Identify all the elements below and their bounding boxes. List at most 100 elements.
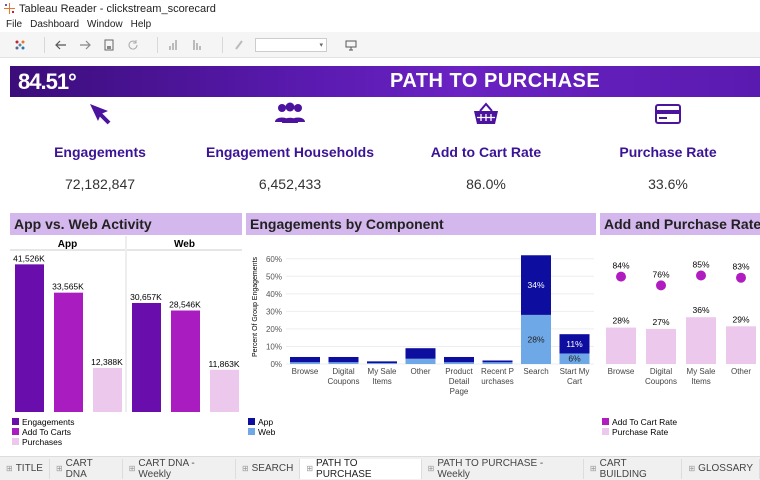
back-arrow-icon[interactable] [53,37,69,53]
tab-cart-dna[interactable]: ⊞ CART DNA [50,458,123,480]
bar-web-my-sale-items [367,363,397,364]
save-icon[interactable] [101,37,117,53]
presentation-icon[interactable] [343,37,359,53]
kpi-value: 33.6% [648,176,688,192]
bar-label: 30,657K [130,292,162,302]
sheet-tabs: ⊞ TITLE ⊞ CART DNA ⊞ CART DNA - Weekly ⊞ SEA… [0,456,760,480]
bar-web-browse [290,362,320,364]
legend-label: Purchase Rate [612,427,668,437]
toolbar: ▾ [0,32,760,58]
bar-label: 36% [692,305,709,315]
kpi-label: Engagement Households [205,143,375,160]
bar-purchase-rate-browse [606,327,636,364]
tableau-logo-icon[interactable] [12,37,28,53]
dot-add-to-cart-rate-my-sale-items [696,270,706,281]
tab-path-to-purchase-weekly[interactable]: ⊞ PATH TO PURCHASE - Weekly [422,457,584,480]
x-tick-label: Coupons [645,377,677,386]
refresh-icon[interactable] [125,37,141,53]
tab-label: TITLE [15,463,43,474]
x-tick-label: My Sale [687,367,716,376]
bar-app-browse [290,356,320,363]
x-tick-label: My Sale [368,367,397,376]
x-tick-label: Browse [292,367,319,376]
panel-header-web: Web [174,239,195,250]
menu-file[interactable]: File [6,18,23,30]
kpi-purchase-rate: Purchase Rate 33.6% [578,100,758,192]
tab-search[interactable]: ⊞ SEARCH [236,458,301,479]
bar-app-my-sale-items [367,361,397,364]
legend-label: Web [258,427,276,437]
bar-engagements-app [15,264,44,412]
bar-purchases-web [210,369,239,412]
sort-ascending-icon[interactable] [166,37,182,53]
grid-icon: ⊞ [427,464,435,473]
tab-glossary[interactable]: ⊞ GLOSSARY [682,458,760,479]
bar-web-digital-coupons [328,362,359,364]
panel-header-app: App [58,239,77,250]
legend-swatch [12,418,19,425]
kpi-add-to-cart-rate: Add to Cart Rate 86.0% [396,100,576,192]
bar-add-to-carts-app [54,292,83,412]
x-tick-label: Recent P [481,367,514,376]
x-tick-label: Cart [567,377,583,386]
bar-purchase-rate-my-sale-items [686,317,716,364]
bar-label: 41,526K [13,253,45,263]
bar-purchase-rate-digital-coupons [646,328,676,364]
bar-web-start-my-cart [559,353,590,364]
bar-web-other [405,358,436,364]
kpi-value: 86.0% [466,176,506,192]
legend-swatch [602,428,609,435]
dot-label: 84% [612,261,629,271]
grid-icon: ⊞ [688,464,696,473]
bar-app-start-my-cart [559,334,590,354]
bar-engagements-web [132,302,161,412]
x-tick-label: Digital [332,367,354,376]
tableau-icon [4,3,15,14]
x-tick-label: Browse [608,367,635,376]
bar-label: 11,863K [208,359,239,369]
highlight-icon[interactable] [231,37,247,53]
forward-arrow-icon[interactable] [77,37,93,53]
basket-icon [474,102,498,124]
bar-web-search [521,314,551,364]
tab-title[interactable]: ⊞ TITLE [0,458,50,479]
bar-web-product-detail-page [444,362,474,364]
page-title: PATH TO PURCHASE [390,70,601,92]
dot-add-to-cart-rate-other [736,272,746,283]
bar-add-to-carts-web [171,310,200,412]
menu-help[interactable]: Help [130,18,152,30]
grid-icon: ⊞ [306,464,314,473]
y-tick-label: 10% [266,342,282,351]
menu-dashboard[interactable]: Dashboard [30,18,80,30]
x-tick-label: urchases [481,377,513,386]
legend-label: Add To Cart Rate [612,417,677,427]
menu-bar: File Dashboard Window Help [0,17,760,31]
legend-swatch [602,418,609,425]
dot-label: 83% [732,262,749,272]
y-tick-label: 50% [266,272,282,281]
bar-label: 12,388K [91,357,123,367]
bar-app-other [405,348,436,359]
bar-purchase-rate-other [726,326,756,364]
tab-cart-building[interactable]: ⊞ CART BUILDING [584,458,683,480]
tab-label: SEARCH [251,463,294,474]
menu-window[interactable]: Window [87,18,123,30]
highlight-select[interactable]: ▾ [255,37,327,52]
legend-label: App [258,417,273,427]
grid-icon: ⊞ [241,464,249,473]
tab-label: PATH TO PURCHASE - Weekly [437,457,544,480]
tab-cart-dna-weekly[interactable]: ⊞ CART DNA - Weekly [123,458,236,480]
grid-icon: ⊞ [6,464,13,473]
legend-label: Engagements [22,417,74,427]
data-label: 34% [527,280,544,290]
bar-web-recent-purchases [482,362,513,364]
x-tick-label: Other [731,367,751,376]
window-titlebar: Tableau Reader - clickstream_scorecard [0,0,760,17]
grid-icon: ⊞ [589,464,597,473]
bar-app-search [521,255,551,315]
data-label: 6% [568,354,581,364]
tab-label: GLOSSARY [698,463,754,474]
sort-descending-icon[interactable] [190,37,206,53]
tab-path-to-purchase[interactable]: ⊞ PATH TO PURCHASE [300,458,422,480]
